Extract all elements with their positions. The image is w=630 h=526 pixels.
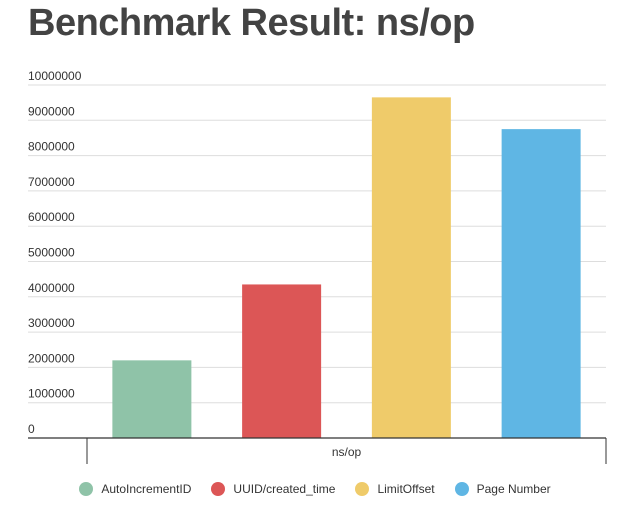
y-tick-label: 4000000: [28, 281, 75, 295]
y-tick-label: 9000000: [28, 104, 75, 118]
legend-item: Page Number: [454, 482, 551, 496]
bar-chart: 0 1000000 2000000 3000000 4000000 5000000 6000…: [28, 69, 607, 464]
legend-label: UUID/created_time: [233, 482, 336, 496]
y-tick-label: 5000000: [28, 246, 75, 260]
bars: [112, 97, 581, 438]
legend-swatch: [454, 482, 469, 496]
legend-item: UUID/created_time: [211, 482, 335, 496]
bar-page-number: [501, 129, 581, 438]
legend-label: Page Number: [476, 482, 551, 496]
y-tick-label: 7000000: [28, 175, 75, 189]
legend: AutoIncrementID UUID/created_time LimitOff…: [0, 482, 630, 496]
legend-swatch: [79, 482, 94, 496]
legend-label: LimitOffset: [377, 482, 435, 496]
y-tick-label: 8000000: [28, 140, 75, 154]
bar-uuid-created-time: [242, 284, 322, 438]
legend-item: AutoIncrementID: [79, 482, 191, 496]
y-tick-label: 3000000: [28, 316, 75, 330]
x-category-label: ns/op: [332, 445, 362, 459]
bar-limitoffset: [371, 97, 451, 438]
y-tick-label: 6000000: [28, 210, 75, 224]
y-tick-label: 10000000: [28, 69, 82, 83]
y-axis-tick-labels: 0 1000000 2000000 3000000 4000000 5000000 6000…: [28, 69, 82, 436]
bar-autoincrementid: [112, 360, 192, 438]
legend-label: AutoIncrementID: [101, 482, 192, 496]
legend-swatch: [211, 482, 226, 496]
x-axis: ns/op: [28, 437, 607, 464]
legend-item: LimitOffset: [355, 482, 435, 496]
y-tick-label: 1000000: [28, 387, 75, 401]
chart-title: Benchmark Result: ns/op: [28, 2, 475, 44]
y-tick-label: 2000000: [28, 351, 75, 365]
legend-swatch: [355, 482, 370, 496]
y-tick-label: 0: [28, 422, 35, 436]
